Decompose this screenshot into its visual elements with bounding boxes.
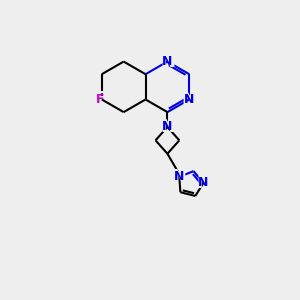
Text: N: N <box>196 174 211 192</box>
Text: N: N <box>174 170 184 183</box>
Text: F: F <box>96 93 104 106</box>
Text: N: N <box>162 121 172 134</box>
Text: N: N <box>184 93 194 106</box>
Text: N: N <box>162 55 172 68</box>
Text: N: N <box>182 91 197 109</box>
Text: N: N <box>160 118 175 136</box>
Text: F: F <box>94 91 106 109</box>
Text: N: N <box>172 168 187 186</box>
Text: N: N <box>160 52 175 70</box>
Text: N: N <box>198 176 208 189</box>
